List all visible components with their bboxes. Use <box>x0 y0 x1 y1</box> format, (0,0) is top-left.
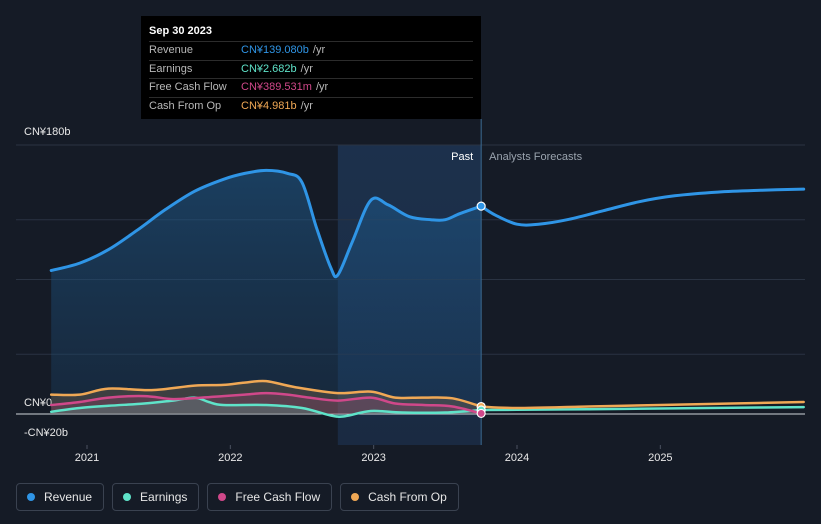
tooltip-row-revenue: Revenue CN¥139.080b /yr <box>149 41 473 60</box>
tooltip-unit: /yr <box>300 62 313 75</box>
series-marker-point <box>476 201 486 211</box>
tooltip-label: Free Cash Flow <box>149 81 227 93</box>
y-tick-label: -CN¥20b <box>24 427 68 439</box>
legend-dot-icon <box>27 493 35 501</box>
legend-label: Free Cash Flow <box>235 490 321 504</box>
legend-label: Revenue <box>44 490 93 504</box>
revenue-area-fill <box>51 170 482 414</box>
x-tick-label: 2022 <box>218 452 242 464</box>
legend-item-revenue[interactable]: Revenue <box>16 483 105 511</box>
series-line-forecast <box>479 187 806 227</box>
tooltip-value: CN¥139.080b <box>241 44 309 56</box>
tooltip-date: Sep 30 2023 <box>149 25 212 37</box>
legend-item-earnings[interactable]: Earnings <box>112 483 200 511</box>
legend-dot-icon <box>218 493 227 501</box>
series-line-forecast <box>479 400 805 410</box>
chart-legend: Revenue Earnings Free Cash Flow Cash Fro… <box>16 483 459 511</box>
series-line-past <box>49 391 483 415</box>
x-tick-label: 2023 <box>361 452 385 464</box>
y-tick-label: CN¥180b <box>24 126 70 138</box>
tooltip-label: Cash From Op <box>149 99 222 112</box>
legend-dot-icon <box>123 493 132 501</box>
tooltip-value: CN¥2.682b <box>241 62 297 75</box>
series-line-past <box>49 379 483 408</box>
x-tick-label: 2024 <box>505 452 529 464</box>
tooltip-value: CN¥4.981b <box>241 99 297 112</box>
x-tick-label: 2021 <box>75 452 99 464</box>
tooltip-unit: /yr <box>300 99 313 112</box>
legend-label: Earnings <box>140 490 188 504</box>
x-tick-label: 2025 <box>648 452 672 464</box>
legend-dot-icon <box>351 493 360 501</box>
tooltip-row-free-cash-flow: Free Cash Flow CN¥389.531m /yr <box>149 78 473 97</box>
tooltip-label: Earnings <box>149 62 193 75</box>
series-line-past <box>49 168 483 279</box>
tooltip-unit: /yr <box>312 44 326 56</box>
tooltip-row-cash-from-op: Cash From Op CN¥4.981b /yr <box>149 96 473 116</box>
tooltip-label: Revenue <box>149 44 194 56</box>
tooltip-unit: /yr <box>315 81 329 93</box>
past-label: Past <box>451 151 473 163</box>
legend-label: Cash From Op <box>368 490 447 504</box>
legend-item-free-cash-flow[interactable]: Free Cash Flow <box>207 483 333 511</box>
y-tick-label: CN¥0 <box>24 397 52 409</box>
tooltip-value: CN¥389.531m <box>241 81 312 93</box>
series-marker-point <box>476 408 486 419</box>
series-line-forecast <box>479 405 805 412</box>
series-line-past <box>49 396 483 418</box>
tooltip-row-earnings: Earnings CN¥2.682b /yr <box>149 59 473 79</box>
series-area-fill <box>51 380 482 414</box>
legend-item-cash-from-op[interactable]: Cash From Op <box>340 483 459 511</box>
forecast-label: Analysts Forecasts <box>489 151 582 163</box>
data-tooltip: Sep 30 2023 Revenue CN¥139.080b /yr Earn… <box>141 16 481 119</box>
